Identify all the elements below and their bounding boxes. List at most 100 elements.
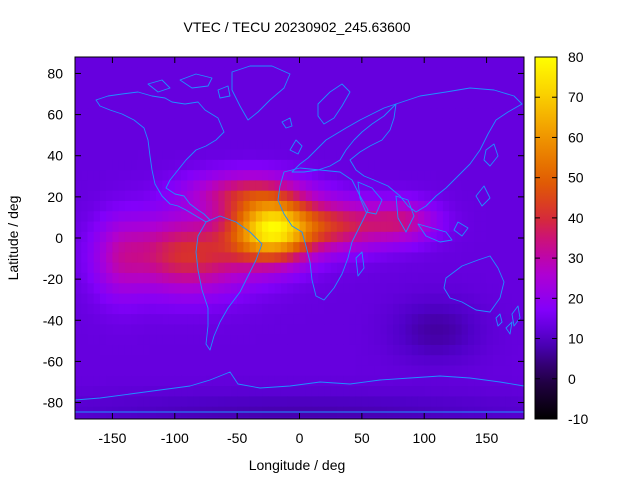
heatmap-cell [205,118,213,130]
heatmap-cell [355,252,363,264]
heatmap-cell [218,252,226,264]
heatmap-cell [118,242,126,253]
heatmap-cell [218,170,226,182]
heatmap-cell [268,231,276,243]
heatmap-cell [181,149,188,161]
heatmap-cell [480,211,488,223]
heatmap-cell [299,190,307,202]
heatmap-cell [318,303,326,315]
heatmap-cell [343,272,350,284]
heatmap-cell [511,139,519,151]
heatmap-cell [287,139,294,151]
heatmap-cell [424,190,432,202]
heatmap-cell [212,67,220,79]
heatmap-cell [449,118,457,130]
heatmap-cell [274,303,282,315]
heatmap-cell [230,334,238,346]
colorbar-tick-label: 50 [568,170,584,186]
heatmap-cell [430,355,438,367]
heatmap-cell [137,416,145,419]
heatmap-cell [480,77,488,89]
heatmap-cell [255,365,263,377]
heatmap-cell [417,57,425,68]
heatmap-cell [461,396,469,408]
heatmap-cell [249,159,257,171]
heatmap-cell [411,396,419,408]
heatmap-cell [149,87,157,99]
heatmap-cell [174,252,182,264]
heatmap-cell [311,211,319,223]
heatmap-cell [249,272,257,284]
heatmap-cell [224,344,232,356]
heatmap-cell [199,416,207,419]
heatmap-cell [305,293,313,305]
heatmap-cell [137,180,145,192]
heatmap-cell [442,77,450,89]
heatmap-cell [449,211,457,223]
heatmap-cell [305,149,313,161]
heatmap-cell [349,293,357,305]
heatmap-cell [511,98,519,110]
heatmap-cell [243,77,251,89]
heatmap-cell [93,190,101,202]
heatmap-cell [99,180,107,192]
heatmap-cell [311,252,319,264]
heatmap-cell [174,365,182,377]
heatmap-cell [106,87,114,99]
heatmap-cell [249,314,257,325]
heatmap-cell [262,180,269,192]
heatmap-cell [368,77,375,89]
heatmap-cell [87,334,95,346]
heatmap-cell [499,324,506,336]
heatmap-cell [218,221,226,233]
heatmap-cell [118,98,126,110]
heatmap-cell [230,252,238,264]
heatmap-cell [118,211,126,223]
heatmap-cell [187,67,195,79]
heatmap-cell [280,242,288,253]
heatmap-cell [486,98,494,110]
heatmap-cell [237,139,244,151]
heatmap-cell [417,98,425,110]
heatmap-cell [486,57,494,68]
heatmap-cell [124,272,132,284]
heatmap-cell [486,221,494,233]
heatmap-cell [131,149,138,161]
heatmap-cell [187,57,195,68]
heatmap-cell [224,211,232,223]
heatmap-cell [330,355,338,367]
heatmap-cell [349,262,357,274]
heatmap-cell [143,231,151,243]
heatmap-cell [199,128,207,140]
heatmap-cell [355,67,363,79]
heatmap-cell [149,149,157,161]
heatmap-cell [374,314,382,325]
heatmap-cell [224,98,232,110]
heatmap-cell [480,283,488,295]
heatmap-cell [168,334,176,346]
heatmap-cell [143,149,151,161]
heatmap-cell [106,57,114,68]
heatmap-cell [368,262,375,274]
heatmap-cell [486,272,494,284]
heatmap-cell [311,396,319,408]
heatmap-cell [162,396,170,408]
heatmap-cell [511,242,519,253]
heatmap-cell [499,190,506,202]
heatmap-cell [75,139,82,151]
heatmap-cell [343,200,350,212]
heatmap-cell [99,334,107,346]
heatmap-cell [112,375,120,387]
heatmap-cell [249,375,257,387]
heatmap-cell [187,231,195,243]
heatmap-cell [461,57,469,68]
heatmap-cell [187,128,195,140]
heatmap-cell [467,118,475,130]
heatmap-cell [149,211,157,223]
heatmap-cell [87,67,95,79]
heatmap-cell [330,262,338,274]
heatmap-cell [511,252,519,264]
heatmap-cell [224,262,232,274]
heatmap-cell [162,77,170,89]
heatmap-cell [75,375,82,387]
